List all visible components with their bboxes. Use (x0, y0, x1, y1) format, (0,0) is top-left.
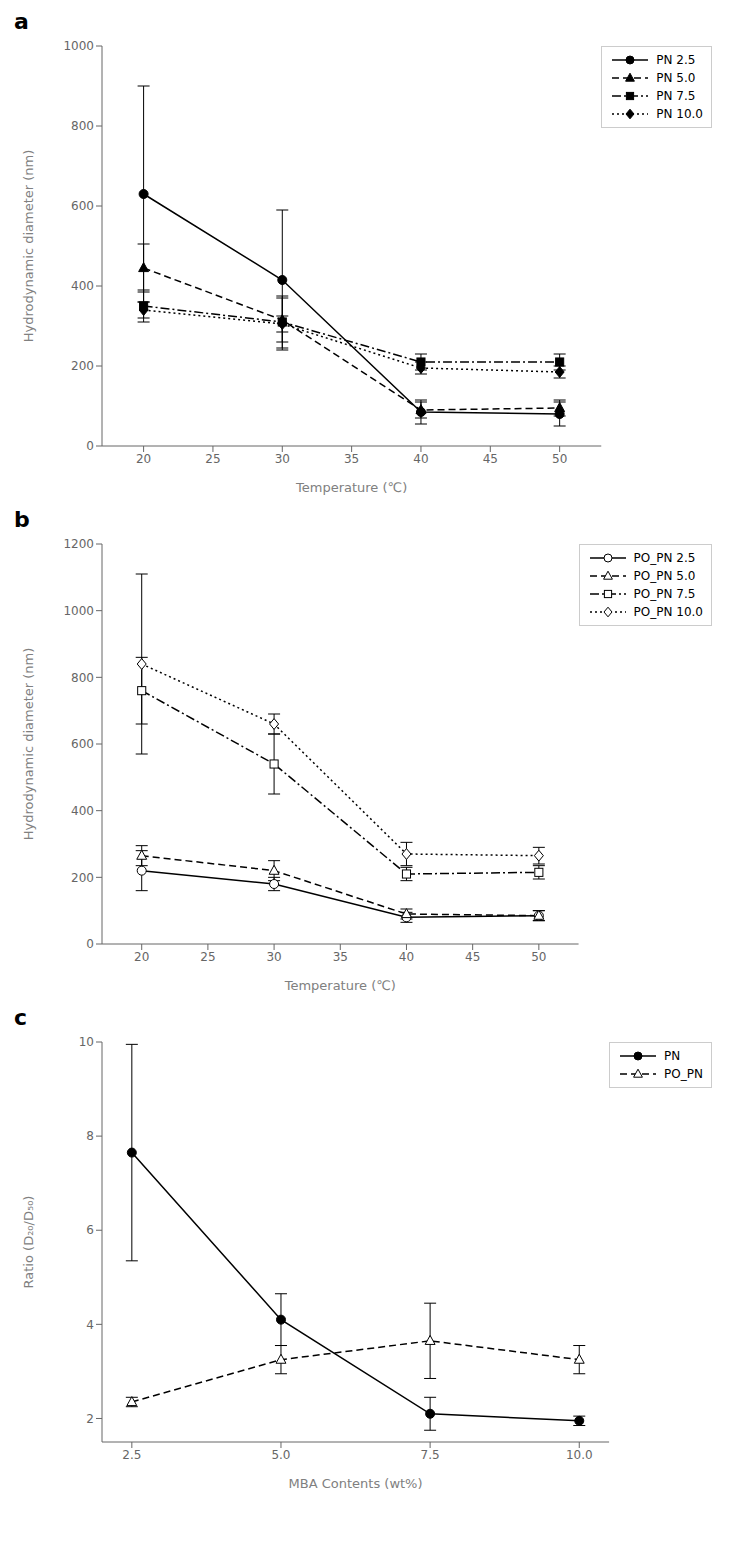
svg-text:600: 600 (71, 737, 94, 751)
html-text:PN 2.5: PN 2.5 (656, 53, 696, 67)
svg-text:1000: 1000 (63, 604, 94, 618)
svg-text:25: 25 (205, 452, 220, 466)
svg-text:35: 35 (333, 950, 348, 964)
svg-text:20: 20 (136, 452, 151, 466)
svg-text:0: 0 (86, 439, 94, 453)
svg-text:10: 10 (79, 1035, 94, 1049)
html-text:PN: PN (664, 1049, 681, 1063)
html-text:PO_PN 5.0: PO_PN 5.0 (633, 569, 696, 583)
svg-text:1200: 1200 (63, 537, 94, 551)
html-text:b: b (14, 507, 30, 532)
html-text:PO_PN 2.5: PO_PN 2.5 (633, 551, 696, 565)
svg-text:20: 20 (134, 950, 149, 964)
svg-text:8: 8 (86, 1129, 94, 1143)
html-text:PO_PN 7.5: PO_PN 7.5 (633, 587, 696, 601)
html-text:PN 7.5: PN 7.5 (656, 89, 696, 103)
svg-text:40: 40 (413, 452, 428, 466)
svg-text:45: 45 (483, 452, 498, 466)
svg-text:25: 25 (200, 950, 215, 964)
svg-text:200: 200 (71, 359, 94, 373)
html-text:PN 5.0: PN 5.0 (656, 71, 696, 85)
svg-text:30: 30 (266, 950, 281, 964)
svg-text:2.5: 2.5 (122, 1448, 141, 1462)
svg-text:40: 40 (399, 950, 414, 964)
html-text:PN 10.0: PN 10.0 (656, 107, 703, 121)
svg-text:1000: 1000 (63, 39, 94, 53)
svg-text:Temperature (℃): Temperature (℃) (295, 480, 407, 495)
html-text:a: a (14, 9, 29, 34)
svg-text:10.0: 10.0 (566, 1448, 593, 1462)
svg-text:400: 400 (71, 279, 94, 293)
svg-text:7.5: 7.5 (421, 1448, 440, 1462)
svg-text:30: 30 (275, 452, 290, 466)
svg-text:5.0: 5.0 (271, 1448, 290, 1462)
svg-text:45: 45 (465, 950, 480, 964)
svg-text:50: 50 (531, 950, 546, 964)
svg-text:0: 0 (86, 937, 94, 951)
svg-text:Ratio (D₂₀/D₅₀): Ratio (D₂₀/D₅₀) (21, 1196, 36, 1289)
svg-text:2: 2 (86, 1412, 94, 1426)
html-text:c: c (14, 1005, 27, 1030)
svg-text:Temperature (℃): Temperature (℃) (284, 978, 396, 993)
svg-text:200: 200 (71, 871, 94, 885)
svg-text:400: 400 (71, 804, 94, 818)
svg-text:35: 35 (344, 452, 359, 466)
svg-text:6: 6 (86, 1223, 94, 1237)
svg-text:50: 50 (552, 452, 567, 466)
html-text:PO_PN 10.0: PO_PN 10.0 (633, 605, 703, 619)
svg-text:Hydrodynamic diameter (nm): Hydrodynamic diameter (nm) (21, 150, 36, 343)
svg-text:Hydrodynamic diameter (nm): Hydrodynamic diameter (nm) (21, 648, 36, 841)
svg-text:600: 600 (71, 199, 94, 213)
svg-text:4: 4 (86, 1318, 94, 1332)
svg-text:800: 800 (71, 671, 94, 685)
html-text:PO_PN: PO_PN (664, 1067, 703, 1081)
svg-text:800: 800 (71, 119, 94, 133)
svg-text:MBA Contents (wt%): MBA Contents (wt%) (289, 1476, 423, 1491)
